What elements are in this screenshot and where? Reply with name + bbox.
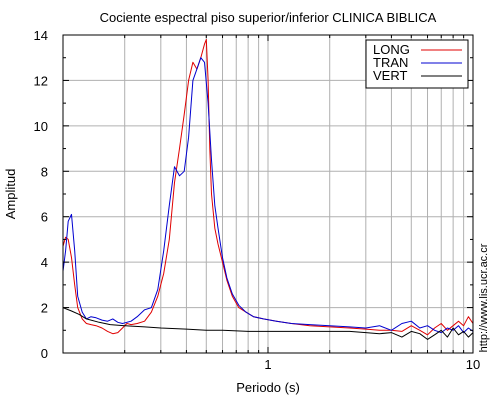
legend-label-long: LONG (373, 42, 410, 57)
x-tick-label: 1 (264, 357, 271, 372)
series-line-long (62, 39, 474, 336)
y-tick-label: 4 (41, 255, 48, 270)
y-tick-label: 12 (34, 73, 48, 88)
y-tick-label: 0 (41, 346, 48, 361)
chart-title: Cociente espectral piso superior/inferio… (100, 10, 437, 25)
series-line-vert (62, 307, 474, 340)
credit-url: http://www.lis.ucr.ac.cr (478, 243, 490, 352)
series-group (62, 39, 474, 340)
legend-label-tran: TRAN (373, 55, 408, 70)
tick-group (63, 34, 473, 354)
x-tick-label: 10 (466, 357, 480, 372)
y-tick-label: 2 (41, 301, 48, 316)
y-tick-label: 10 (34, 119, 48, 134)
y-tick-labels: 0 2 4 6 8 10 12 14 (34, 28, 48, 361)
y-tick-label: 8 (41, 164, 48, 179)
y-tick-label: 6 (41, 210, 48, 225)
legend-label-vert: VERT (373, 68, 407, 83)
y-axis-label: Amplitud (3, 169, 18, 220)
x-tick-labels: 1 10 (264, 357, 480, 372)
x-axis-label: Periodo (s) (236, 380, 300, 395)
legend-box (365, 39, 469, 89)
series-line-tran (62, 57, 474, 334)
y-tick-label: 14 (34, 28, 48, 43)
